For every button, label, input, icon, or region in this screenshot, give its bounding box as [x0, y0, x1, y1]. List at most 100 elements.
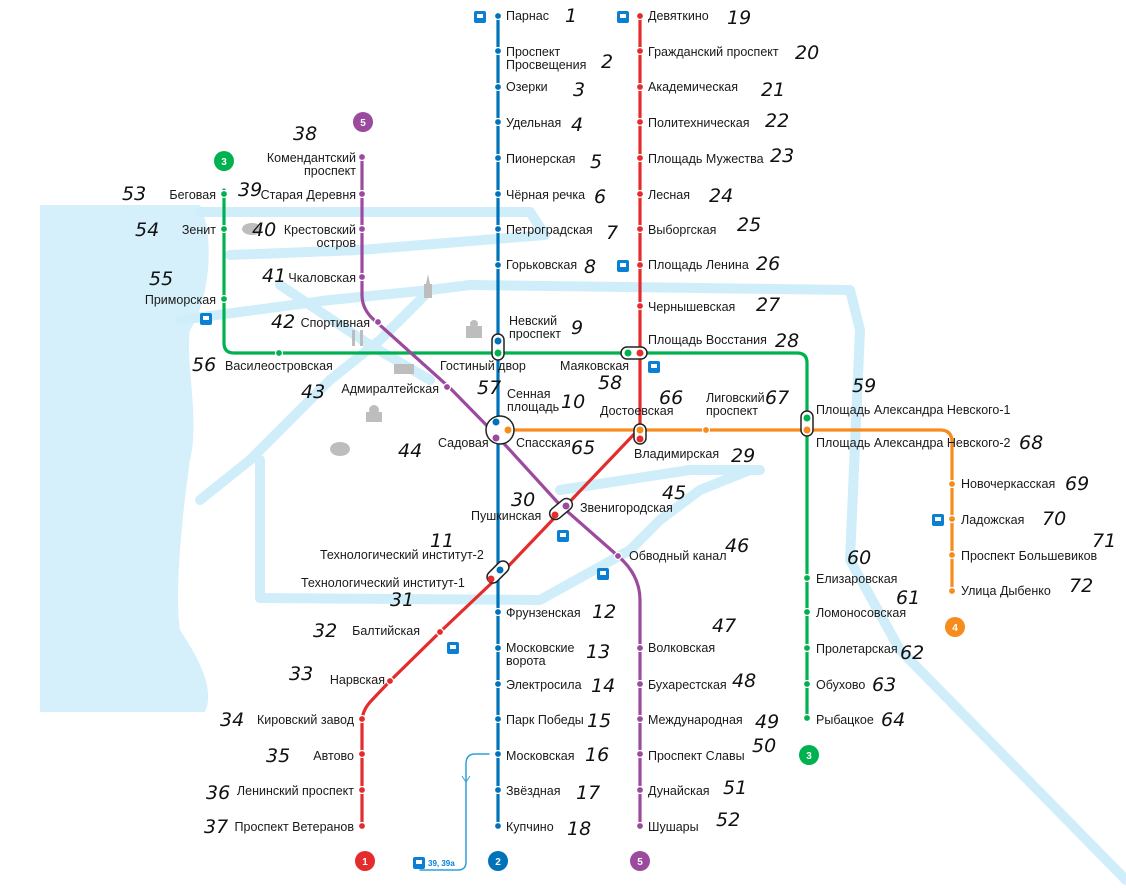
interchange-nevsky-gostiny: [491, 333, 505, 361]
station-label: Международная: [648, 713, 743, 727]
station-label: Лиговский: [706, 391, 765, 405]
svg-text:3: 3: [221, 157, 227, 168]
station-label: Адмиралтейская: [341, 382, 439, 396]
bus-icon: [474, 11, 486, 23]
svg-text:4: 4: [952, 623, 958, 634]
station-label: проспект: [304, 164, 356, 178]
interchange-pushkinskaya: [548, 497, 574, 521]
station-label: Московские: [506, 641, 575, 655]
handwritten-mark: 47: [712, 615, 736, 637]
handwritten-mark: 21: [761, 79, 785, 101]
station-label: Петроградская: [506, 223, 593, 237]
station-label: Беговая: [169, 188, 216, 202]
station-label: Лесная: [648, 188, 690, 202]
svg-text:5: 5: [637, 857, 643, 868]
bus-route-line: [419, 753, 490, 871]
handwritten-mark: 13: [586, 641, 610, 663]
handwritten-mark: 48: [732, 670, 756, 692]
bus-icons: 39, 39а: [200, 11, 944, 869]
handwritten-mark: 50: [752, 735, 776, 757]
station-label: Проспект: [506, 45, 560, 59]
station-labels: Парнас Проспект Просвещения Озерки Удель…: [145, 9, 1098, 834]
handwritten-mark: 33: [289, 663, 313, 685]
line-badge-4: 4: [945, 617, 965, 637]
handwritten-mark: 11: [430, 530, 454, 552]
water-layer: [40, 205, 1126, 885]
station-label: Проспект Ветеранов: [235, 820, 355, 834]
handwritten-mark: 51: [723, 777, 747, 799]
station-label: Елизаровская: [816, 572, 897, 586]
station-label: Сенная: [507, 387, 551, 401]
handwritten-mark: 36: [206, 782, 230, 804]
handwritten-mark: 63: [872, 674, 896, 696]
handwritten-mark: 71: [1092, 530, 1116, 552]
handwritten-mark: 44: [398, 440, 422, 462]
bus-icon: [617, 11, 629, 23]
station-label: Ломоносовская: [816, 606, 906, 620]
handwritten-mark: 26: [756, 253, 780, 275]
handwritten-mark: 65: [571, 437, 595, 459]
handwritten-mark: 22: [765, 110, 789, 132]
handwritten-mark: 35: [266, 745, 290, 767]
station-label: ворота: [506, 654, 546, 668]
handwritten-mark: 19: [727, 7, 751, 29]
handwritten-mark: 10: [561, 391, 585, 413]
handwritten-mark: 18: [567, 818, 591, 840]
handwritten-mark: 5: [590, 151, 602, 173]
station-label: Московская: [506, 749, 575, 763]
handwritten-mark: 2: [601, 51, 613, 73]
station-label: Нарвская: [330, 673, 385, 687]
handwritten-mark: 70: [1042, 508, 1066, 530]
handwritten-mark: 54: [135, 219, 159, 241]
handwritten-mark: 61: [896, 587, 920, 609]
handwritten-mark: 4: [571, 114, 583, 136]
station-label: Пушкинская: [471, 509, 541, 523]
station-label: Площадь Александра Невского-1: [816, 403, 1011, 417]
bus-route-label: 39, 39а: [428, 859, 455, 868]
handwritten-mark: 25: [737, 214, 761, 236]
interchange-pl-alexandra-nevskogo: [800, 410, 814, 437]
handwritten-mark: 62: [900, 642, 924, 664]
station-label: остров: [317, 236, 357, 250]
handwritten-mark: 59: [852, 375, 876, 397]
line-badge-5-top: 5: [353, 112, 373, 132]
river-obvodny: [255, 465, 755, 605]
station-label: Владимирская: [634, 447, 719, 461]
station-label: Гражданский проспект: [648, 45, 779, 59]
line-badge-2: 2: [488, 851, 508, 871]
station-label: проспект: [706, 404, 758, 418]
station-label: площадь: [507, 400, 559, 414]
stadium-icon: [242, 223, 262, 235]
station-label: Ленинский проспект: [237, 784, 354, 798]
station-label: Волковская: [648, 641, 715, 655]
station-label: Девяткино: [648, 9, 709, 23]
handwritten-mark: 39: [238, 179, 262, 201]
interchange-vosstaniya-mayakovskaya: [620, 346, 648, 360]
handwritten-mark: 37: [204, 816, 228, 838]
station-label: Обухово: [816, 678, 865, 692]
handwritten-mark: 20: [795, 42, 819, 64]
river-neva-branch: [195, 285, 435, 505]
rostral-column-icon: [352, 330, 363, 346]
station-label: Рыбацкое: [816, 713, 874, 727]
handwritten-mark: 49: [755, 711, 779, 733]
station-label: Новочеркасская: [961, 477, 1055, 491]
station-label: Достоевская: [600, 404, 674, 418]
interchange-sennaya: [485, 415, 515, 445]
handwritten-mark: 66: [659, 387, 683, 409]
station-label: Комендантский: [267, 151, 356, 165]
station-label: Парнас: [506, 9, 549, 23]
handwritten-mark: 24: [709, 185, 733, 207]
station-label: Обводный канал: [629, 549, 727, 563]
station-label: Просвещения: [506, 58, 586, 72]
interchange-tekhnolozhka: [486, 560, 510, 584]
station-label: Парк Победы: [506, 713, 584, 727]
handwritten-mark: 31: [390, 589, 414, 611]
isaac-cathedral-icon: [366, 405, 382, 422]
station-label: Фрунзенская: [506, 606, 581, 620]
handwritten-mark: 30: [511, 489, 535, 511]
station-label: Чкаловская: [288, 271, 356, 285]
station-label: Купчино: [506, 820, 554, 834]
